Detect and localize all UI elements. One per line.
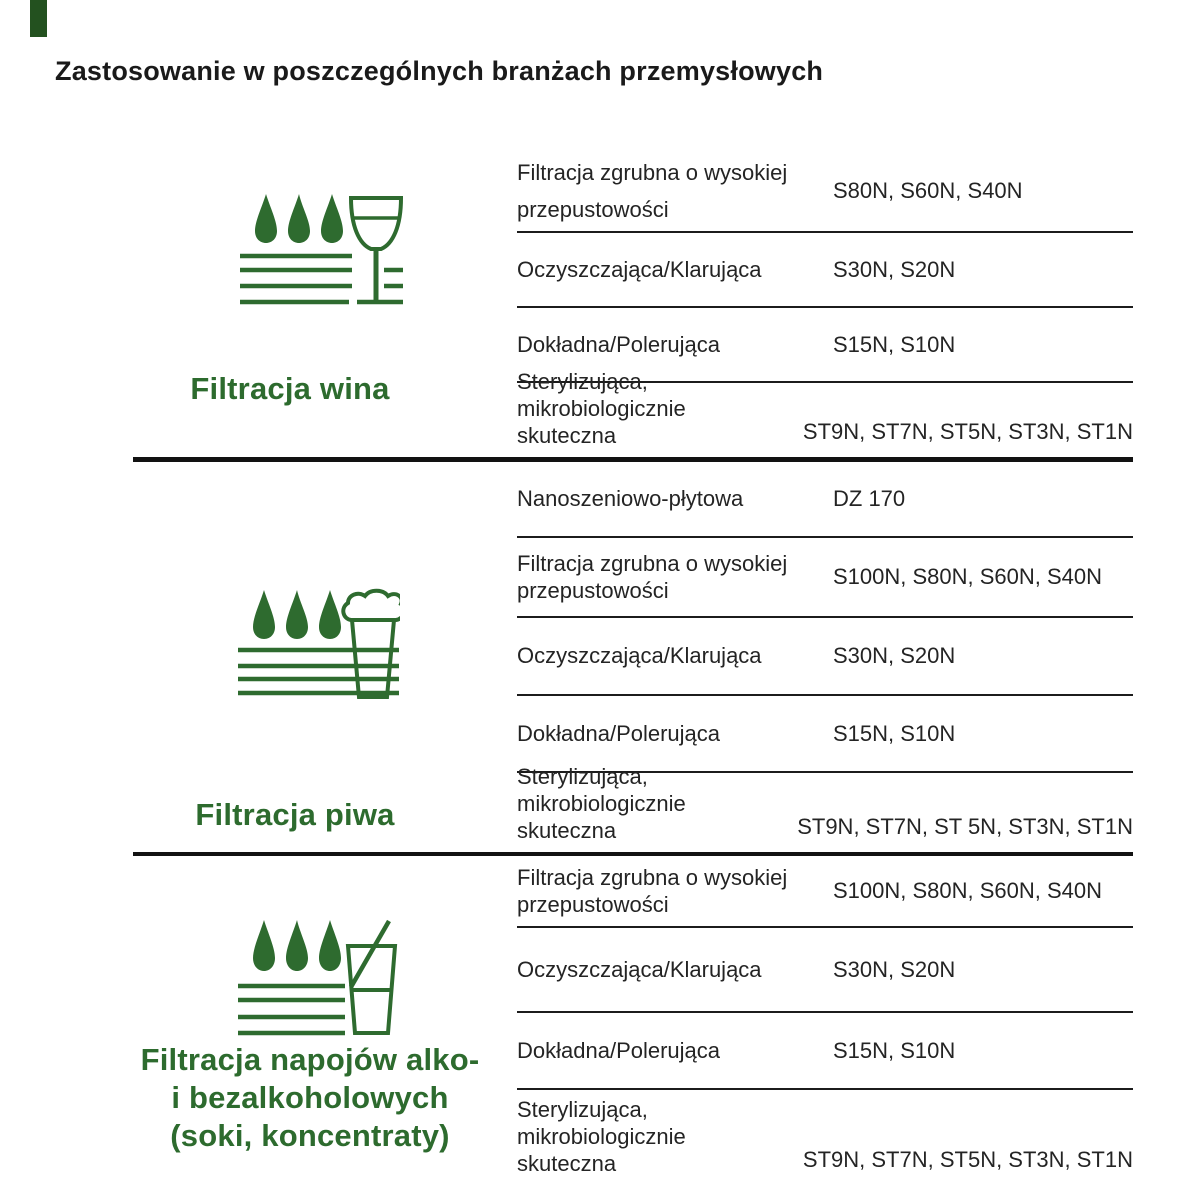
filter-models: S15N, S10N: [833, 1037, 956, 1063]
filter-models: S30N, S20N: [833, 256, 956, 282]
wine-glass-icon: [348, 196, 404, 302]
section-label-beer: Filtracja piwa: [195, 797, 395, 832]
table-row: Filtracja zgrubna o wysokiej przepustowoś…: [517, 150, 1133, 233]
beverages-filtration-table: Filtracja zgrubna o wysokiej przepustowoś…: [517, 856, 1133, 1185]
wine-filtration-table: Filtracja zgrubna o wysokiej przepustowoś…: [517, 150, 1133, 457]
filter-models: ST9N, ST7N, ST5N, ST3N, ST1N: [802, 1147, 1133, 1172]
section-divider: [133, 852, 1133, 856]
filter-layer-lines: [240, 253, 403, 305]
filter-models: S30N, S20N: [833, 956, 956, 982]
filter-models: ST9N, ST7N, ST 5N, ST3N, ST1N: [797, 814, 1133, 839]
wine-filtration-icon: [240, 194, 404, 305]
table-row: Oczyszczająca/Klarująca S30N, S20N: [517, 618, 1133, 696]
beer-filtration-icon: [238, 588, 400, 699]
table-row: Nanoszeniowo-płytowa DZ 170: [517, 462, 1133, 538]
filter-layer-lines: [238, 983, 345, 1036]
section-label-wine: Filtracja wina: [190, 371, 390, 406]
filtration-type: Filtracja zgrubna o wysokiej przepustowoś…: [517, 159, 788, 222]
filter-models: S80N, S60N, S40N: [833, 177, 1023, 203]
table-row: Sterylizująca, mikrobiologicznie skuteczn…: [517, 764, 1133, 852]
drops-icon: [253, 920, 341, 971]
filter-models: S100N, S80N, S60N, S40N: [833, 564, 1103, 589]
filtration-type: Dokładna/Polerująca: [517, 720, 721, 746]
table-row: Dokładna/Polerująca S15N, S10N: [517, 696, 1133, 773]
beer-filtration-table: Nanoszeniowo-płytowa DZ 170 Filtracja zg…: [517, 462, 1133, 852]
juice-filtration-icon: [238, 919, 398, 1036]
section-label-beverages: Filtracja napojów alko- i bezalkoholowyc…: [140, 1042, 480, 1153]
filter-models: ST9N, ST7N, ST5N, ST3N, ST1N: [802, 419, 1133, 444]
beer-glass-icon: [341, 588, 400, 699]
table-row: Filtracja zgrubna o wysokiej przepustowoś…: [517, 856, 1133, 928]
filtration-type: Oczyszczająca/Klarująca: [517, 256, 762, 282]
filtration-type: Filtracja zgrubna o wysokiej przepustowoś…: [517, 865, 788, 917]
filtration-type: Dokładna/Polerująca: [517, 331, 721, 357]
filtration-type: Sterylizująca, mikrobiologicznie skuteczn…: [517, 1097, 686, 1176]
table-row: Oczyszczająca/Klarująca S30N, S20N: [517, 233, 1133, 308]
drops-icon: [255, 194, 343, 243]
filter-models: DZ 170: [833, 486, 906, 511]
juice-glass-icon: [345, 919, 398, 1035]
filter-models: S15N, S10N: [833, 331, 956, 357]
filter-models: S30N, S20N: [833, 643, 956, 668]
table-row: Oczyszczająca/Klarująca S30N, S20N: [517, 928, 1133, 1013]
filtration-type: Nanoszeniowo-płytowa: [517, 486, 744, 511]
filter-models: S100N, S80N, S60N, S40N: [833, 878, 1103, 903]
filtration-type: Sterylizująca, mikrobiologicznie skuteczn…: [517, 369, 686, 448]
page-corner-mark: [30, 0, 47, 37]
filtration-type: Dokładna/Polerująca: [517, 1037, 721, 1063]
table-row: Filtracja zgrubna o wysokiej przepustowoś…: [517, 538, 1133, 618]
filtration-type: Sterylizująca, mikrobiologicznie skuteczn…: [517, 764, 686, 843]
table-row: Dokładna/Polerująca S15N, S10N: [517, 1013, 1133, 1090]
drops-icon: [253, 590, 341, 639]
section-divider: [133, 457, 1133, 462]
table-row: Sterylizująca, mikrobiologicznie skuteczn…: [517, 369, 1133, 457]
filter-layer-lines: [238, 647, 399, 696]
filtration-type: Oczyszczająca/Klarująca: [517, 956, 762, 982]
page-title: Zastosowanie w poszczególnych branżach p…: [55, 56, 824, 86]
filter-models: S15N, S10N: [833, 720, 956, 746]
table-row: Dokładna/Polerująca S15N, S10N: [517, 308, 1133, 383]
straw-icon: [349, 919, 391, 989]
table-row: Sterylizująca, mikrobiologicznie skuteczn…: [517, 1090, 1133, 1185]
filtration-type: Filtracja zgrubna o wysokiej przepustowoś…: [517, 551, 788, 603]
filtration-type: Oczyszczająca/Klarująca: [517, 643, 762, 668]
